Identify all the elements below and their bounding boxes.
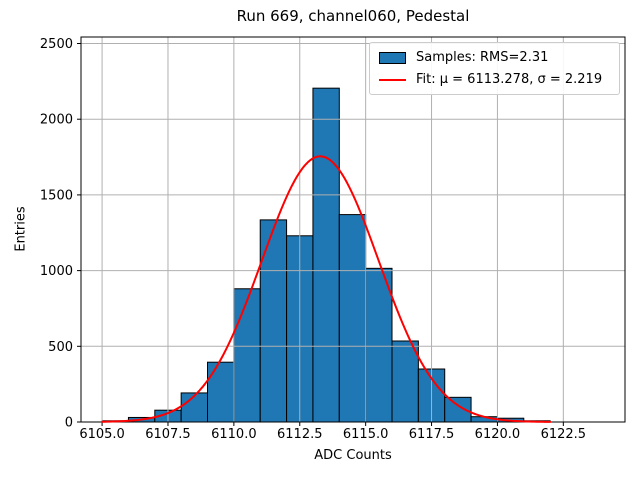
legend-samples-label: Samples: RMS=2.31 <box>416 50 549 65</box>
x-tick-label: 6115.0 <box>343 427 389 442</box>
x-tick-label: 6120.0 <box>475 427 521 442</box>
chart-title: Run 669, channel060, Pedestal <box>236 7 470 25</box>
y-axis-label: Entries <box>13 206 29 252</box>
legend-fit-label: Fit: μ = 6113.278, σ = 2.219 <box>416 72 603 87</box>
x-tick-label: 6122.5 <box>541 427 587 442</box>
histogram-bar <box>365 267 393 423</box>
y-tick-label: 500 <box>48 340 73 355</box>
y-tick-label: 1500 <box>40 188 73 203</box>
legend: Samples: RMS=2.31 Fit: μ = 6113.278, σ =… <box>369 42 620 95</box>
histogram-bar <box>233 288 261 423</box>
y-tick-label: 1000 <box>40 264 73 279</box>
x-tick-label: 6107.5 <box>145 427 191 442</box>
legend-row-samples: Samples: RMS=2.31 <box>379 50 610 65</box>
x-tick-label: 6112.5 <box>277 427 323 442</box>
legend-row-fit: Fit: μ = 6113.278, σ = 2.219 <box>379 72 610 87</box>
y-tick-label: 2000 <box>40 113 73 128</box>
x-axis-label: ADC Counts <box>314 448 392 463</box>
x-tick-label: 6110.0 <box>211 427 257 442</box>
x-tick-label: 6105.0 <box>79 427 125 442</box>
histogram-bar <box>338 214 367 423</box>
fit-line-swatch-icon <box>379 78 406 81</box>
histogram-bar <box>207 361 235 423</box>
histogram-bar <box>391 340 419 423</box>
x-tick-label: 6117.5 <box>409 427 455 442</box>
fit-curve <box>101 155 552 423</box>
histogram-bar <box>180 392 209 423</box>
y-tick-label: 2500 <box>40 37 73 52</box>
histogram-bar <box>312 87 340 423</box>
axes-frame <box>80 36 626 423</box>
y-tick-label: 0 <box>65 416 73 431</box>
samples-swatch-icon <box>379 51 406 64</box>
histogram-bar <box>259 219 288 423</box>
